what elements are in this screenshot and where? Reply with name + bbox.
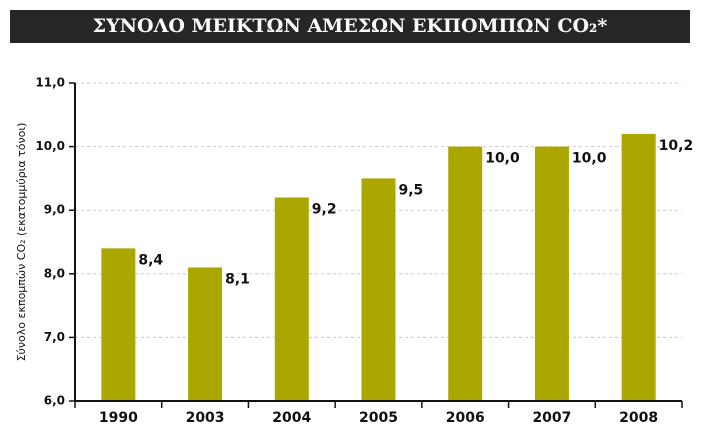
bar (101, 248, 136, 401)
value-label: 10,0 (485, 151, 520, 167)
value-label: 9,5 (399, 182, 424, 198)
value-label: 10,0 (572, 151, 607, 167)
y-tick-label: 10,0 (35, 139, 65, 153)
bar (448, 146, 483, 401)
y-tick-label: 11,0 (35, 76, 65, 90)
value-label: 8,4 (138, 252, 163, 268)
x-tick-label: 2008 (619, 410, 658, 426)
x-tick-label: 2007 (532, 410, 571, 426)
bar (361, 178, 396, 401)
bar (188, 267, 223, 401)
y-tick-label: 6,0 (44, 394, 65, 408)
x-tick-label: 1990 (99, 410, 138, 426)
bar (621, 133, 656, 401)
y-tick-label: 8,0 (44, 266, 65, 280)
bar (274, 197, 309, 401)
x-tick-label: 2004 (272, 410, 311, 426)
y-tick-label: 7,0 (44, 330, 65, 344)
x-tick-label: 2003 (186, 410, 225, 426)
value-label: 9,2 (312, 201, 337, 217)
title-banner (10, 10, 690, 43)
x-tick-label: 2005 (359, 410, 398, 426)
y-tick-label: 9,0 (44, 203, 65, 217)
y-axis-label: Σύνολο εκπομπών CO₂ (εκατομμύρια τόνοι) (15, 123, 28, 362)
x-tick-label: 2006 (446, 410, 485, 426)
bar (534, 146, 569, 401)
value-label: 10,2 (659, 138, 694, 154)
chart-title: ΣΥΝΟΛΟ ΜΕΙΚΤΩΝ ΑΜΕΣΩΝ ΕΚΠΟΜΠΩΝ CO₂* (93, 15, 608, 37)
value-label: 8,1 (225, 271, 250, 287)
